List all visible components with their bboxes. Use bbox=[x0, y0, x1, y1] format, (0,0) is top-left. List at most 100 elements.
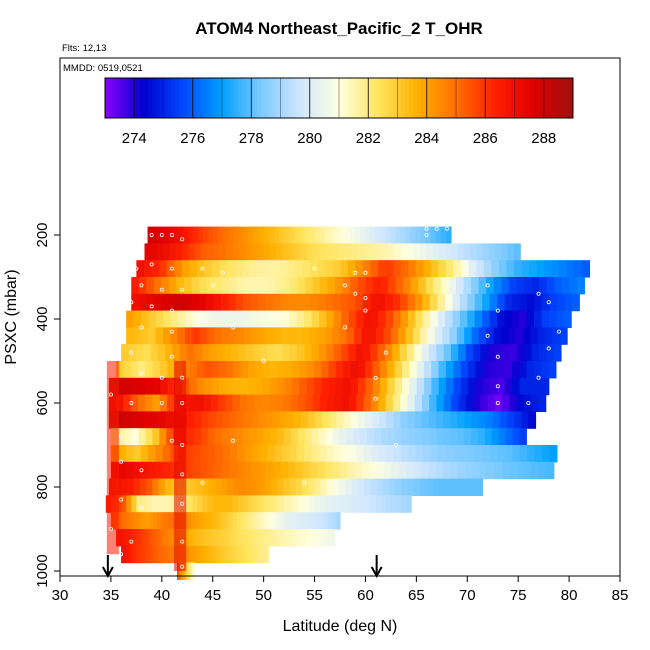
heat-cell bbox=[210, 394, 219, 412]
heat-cell bbox=[370, 478, 378, 496]
colorbar-swatch bbox=[288, 78, 293, 118]
heat-cell bbox=[351, 478, 359, 496]
heat-cell bbox=[239, 394, 248, 412]
heat-cell bbox=[445, 243, 452, 261]
colorbar-swatch bbox=[378, 78, 383, 118]
heat-cell bbox=[220, 478, 228, 496]
heat-cell bbox=[514, 411, 522, 429]
heat-cell bbox=[185, 445, 194, 463]
heat-cell bbox=[350, 411, 359, 429]
heat-cell bbox=[261, 529, 267, 547]
heat-cell bbox=[222, 310, 231, 328]
colorbar-swatch bbox=[163, 78, 168, 118]
heat-cell bbox=[289, 310, 298, 328]
heat-cell bbox=[249, 545, 253, 564]
heat-cell bbox=[176, 277, 185, 295]
heat-cell bbox=[233, 478, 241, 496]
heat-cell bbox=[286, 512, 291, 530]
colorbar-swatch bbox=[300, 78, 305, 118]
heat-cell bbox=[313, 529, 318, 547]
heat-cell bbox=[279, 226, 285, 244]
heat-cell bbox=[304, 344, 313, 362]
sample-marker bbox=[149, 232, 154, 237]
heat-cell bbox=[459, 310, 468, 328]
heat-cell bbox=[243, 461, 252, 480]
heat-cell bbox=[498, 260, 507, 278]
heat-cell bbox=[484, 428, 493, 446]
heat-cell bbox=[273, 226, 280, 244]
heat-cell bbox=[326, 445, 335, 463]
heat-cell bbox=[224, 545, 228, 564]
heat-cell bbox=[244, 512, 249, 530]
heat-cell bbox=[541, 377, 550, 396]
colorbar-swatch bbox=[506, 78, 512, 118]
heat-cell bbox=[323, 529, 329, 547]
heat-cell bbox=[516, 394, 525, 412]
heat-cell bbox=[355, 344, 364, 362]
heat-cell bbox=[508, 327, 517, 345]
colorbar-swatch bbox=[268, 78, 274, 118]
heat-cell bbox=[198, 512, 204, 530]
colorbar-swatch bbox=[342, 78, 348, 118]
heat-cell bbox=[288, 461, 297, 480]
heat-cell bbox=[179, 344, 188, 362]
heat-cell bbox=[192, 495, 199, 513]
heat-cell bbox=[264, 260, 273, 278]
heat-cell bbox=[221, 512, 227, 530]
heat-cell bbox=[398, 327, 406, 345]
heat-cell bbox=[386, 411, 394, 429]
heat-cell bbox=[408, 260, 417, 278]
heat-cell bbox=[136, 495, 143, 513]
heat-cell bbox=[327, 529, 332, 547]
heat-cell bbox=[409, 377, 418, 396]
heat-cell bbox=[214, 512, 219, 530]
heat-cell bbox=[267, 277, 276, 295]
heat-cell bbox=[130, 512, 135, 530]
heat-cell bbox=[272, 411, 281, 429]
sample-markers bbox=[108, 226, 561, 569]
heat-cell bbox=[328, 377, 337, 396]
heat-cell bbox=[156, 529, 161, 547]
heat-cell bbox=[315, 411, 323, 429]
heat-cell bbox=[115, 411, 124, 429]
heat-cell bbox=[395, 226, 402, 244]
heat-cell bbox=[177, 226, 184, 244]
heat-cell bbox=[433, 277, 442, 295]
sample-marker bbox=[169, 266, 174, 271]
heat-cell bbox=[324, 226, 331, 244]
heat-cell bbox=[424, 377, 433, 396]
heat-cell bbox=[401, 361, 410, 379]
heat-cell bbox=[357, 243, 365, 261]
heat-cell bbox=[256, 428, 264, 446]
heat-cell bbox=[490, 377, 499, 396]
heat-cell bbox=[264, 478, 272, 496]
heat-cell bbox=[413, 243, 421, 261]
heat-cell bbox=[429, 293, 439, 312]
heat-cell bbox=[519, 310, 528, 328]
heat-cell bbox=[341, 310, 350, 328]
heat-cell bbox=[360, 495, 367, 513]
heat-cell bbox=[207, 428, 216, 446]
colorbar-swatch bbox=[144, 78, 149, 118]
sample-marker bbox=[169, 329, 174, 334]
heat-cell bbox=[317, 260, 326, 278]
heat-cell bbox=[314, 495, 321, 513]
heat-cell bbox=[233, 512, 238, 530]
heat-cell bbox=[206, 461, 215, 480]
heat-cell bbox=[318, 310, 328, 328]
heat-cell bbox=[272, 529, 278, 547]
heat-cell bbox=[339, 428, 347, 446]
heat-cell bbox=[148, 545, 152, 564]
heat-cell bbox=[331, 327, 340, 345]
colorbar-swatch bbox=[374, 78, 379, 118]
x-tick-label: 55 bbox=[306, 587, 323, 604]
heat-cell bbox=[166, 495, 173, 513]
heat-cell bbox=[453, 361, 462, 379]
heat-cell bbox=[551, 260, 560, 278]
colorbar-swatch bbox=[136, 78, 141, 118]
heat-cell bbox=[458, 394, 467, 412]
heat-cell bbox=[379, 361, 388, 379]
heat-cell bbox=[217, 512, 223, 530]
heat-cell bbox=[284, 495, 290, 513]
heat-cell bbox=[294, 260, 304, 278]
